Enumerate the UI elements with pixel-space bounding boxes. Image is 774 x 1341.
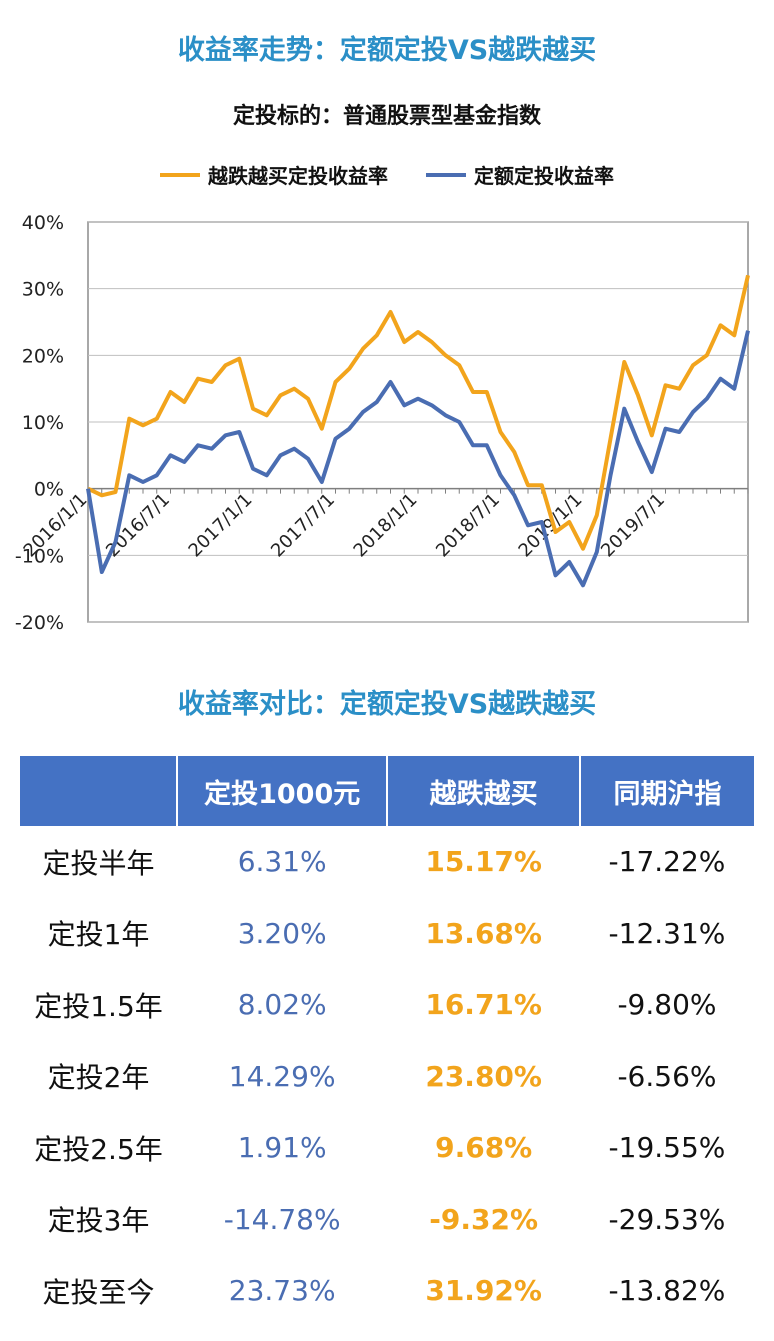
legend-swatch-fixed <box>426 172 466 177</box>
smart-return: 31.92% <box>425 1274 542 1308</box>
x-tick-label: 2018/1/1 <box>350 489 422 561</box>
row-label: 定投2年 <box>47 1061 150 1095</box>
smart-return: -9.32% <box>429 1202 539 1236</box>
index-return: -17.22% <box>608 845 726 879</box>
x-tick-label: 2018/7/1 <box>432 489 504 561</box>
smart-return: 13.68% <box>425 916 542 950</box>
y-tick-label: 30% <box>22 279 64 301</box>
y-tick-label: 10% <box>22 412 64 434</box>
table-row: 定投1年 3.20% 13.68% -12.31% <box>20 898 754 970</box>
fixed-return: 8.02% <box>237 988 327 1022</box>
table-row: 定投2年 14.29% 23.80% -6.56% <box>20 1041 754 1113</box>
table-header-row: 定投1000元 越跌越买 同期沪指 <box>20 756 754 826</box>
table-title: 收益率对比：定额定投VS越跌越买 <box>177 689 597 720</box>
smart-return: 23.80% <box>425 1059 542 1093</box>
legend-label-fixed: 定额定投收益率 <box>474 164 614 188</box>
y-tick-label: 40% <box>22 212 64 234</box>
smart-return: 15.17% <box>425 845 542 879</box>
y-tick-label: 0% <box>34 479 64 501</box>
x-tick-label: 2017/1/1 <box>185 489 257 561</box>
index-return: -6.56% <box>617 1059 717 1093</box>
legend-swatch-smart <box>160 172 200 177</box>
fixed-return: 1.91% <box>237 1131 327 1165</box>
legend-item-smart: 越跌越买定投收益率 <box>160 160 388 189</box>
index-return: -12.31% <box>608 916 726 950</box>
chart-legend: 越跌越买定投收益率 定额定投收益率 <box>0 160 774 189</box>
row-label: 定投3年 <box>47 1204 150 1238</box>
fixed-return: -14.78% <box>223 1202 341 1236</box>
header-cell-index: 同期沪指 <box>579 756 754 826</box>
legend-label-smart: 越跌越买定投收益率 <box>208 164 388 188</box>
y-tick-label: -10% <box>15 545 64 567</box>
index-return: -19.55% <box>608 1131 726 1165</box>
table-row: 定投半年 6.31% 15.17% -17.22% <box>20 826 754 898</box>
chart-title: 收益率走势：定额定投VS越跌越买 <box>177 35 597 66</box>
fixed-return: 3.20% <box>237 916 327 950</box>
smart-return: 9.68% <box>435 1131 533 1165</box>
row-label: 定投1年 <box>47 918 150 952</box>
series-line-smart <box>87 274 750 551</box>
y-tick-label: -20% <box>15 612 64 634</box>
smart-return: 16.71% <box>425 988 542 1022</box>
fixed-return: 14.29% <box>228 1059 336 1093</box>
table-row: 定投2.5年 1.91% 9.68% -19.55% <box>20 1112 754 1184</box>
header-cell-fixed: 定投1000元 <box>177 756 389 826</box>
row-label: 定投至今 <box>42 1275 155 1309</box>
legend-item-fixed: 定额定投收益率 <box>426 160 614 189</box>
table-row: 定投至今 23.73% 31.92% -13.82% <box>20 1255 754 1327</box>
row-label: 定投半年 <box>42 846 155 880</box>
chart-subtitle: 定投标的：普通股票型基金指数 <box>232 104 541 129</box>
header-cell-smart: 越跌越买 <box>387 756 581 826</box>
x-tick-label: 2017/7/1 <box>267 489 339 561</box>
table-row: 定投1.5年 8.02% 16.71% -9.80% <box>20 969 754 1041</box>
index-return: -29.53% <box>608 1202 726 1236</box>
line-chart: 40%30%20%10%0%-10%-20%2016/1/1 2016/7/1 20… <box>15 212 750 634</box>
index-return: -9.80% <box>617 988 717 1022</box>
comparison-table: 定投1000元 越跌越买 同期沪指 定投半年 6.31% 15.17% -17.… <box>20 756 754 1327</box>
series-line-fixed <box>86 330 750 588</box>
row-label: 定投2.5年 <box>34 1132 163 1166</box>
index-return: -13.82% <box>608 1274 726 1308</box>
table-row: 定投3年 -14.78% -9.32% -29.53% <box>20 1184 754 1256</box>
fixed-return: 23.73% <box>228 1274 336 1308</box>
header-cell-blank <box>20 756 178 826</box>
y-tick-label: 20% <box>22 345 64 367</box>
fixed-return: 6.31% <box>237 845 327 879</box>
row-label: 定投1.5年 <box>34 989 163 1023</box>
